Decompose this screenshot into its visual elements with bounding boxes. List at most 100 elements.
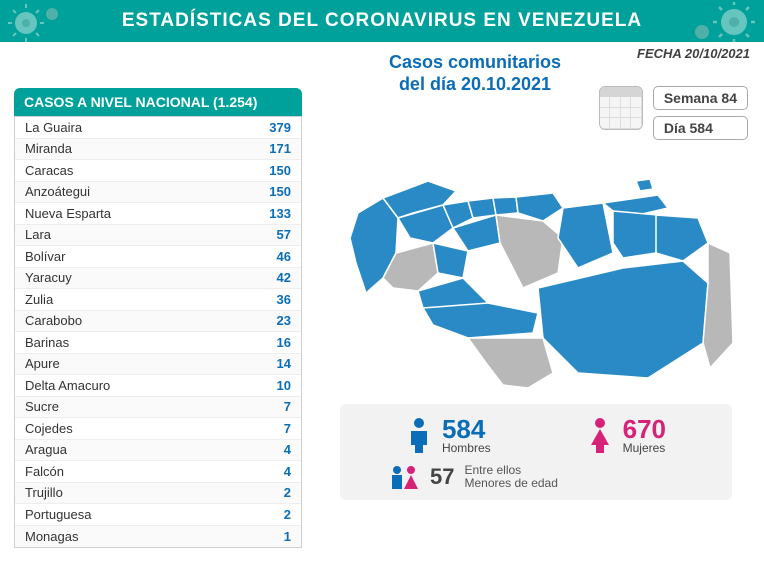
- state-value: 42: [277, 270, 291, 285]
- table-row: Barinas 16: [15, 332, 301, 354]
- hombres-value: 584: [442, 416, 491, 442]
- map-region: [613, 211, 658, 258]
- state-name: Miranda: [25, 141, 72, 156]
- state-name: Nueva Esparta: [25, 206, 111, 221]
- state-value: 4: [284, 464, 291, 479]
- state-name: Lara: [25, 227, 51, 242]
- male-icon: [406, 417, 432, 453]
- state-name: Cojedes: [25, 421, 73, 436]
- subtitle-line1: Casos comunitarios: [330, 52, 620, 74]
- state-name: Caracas: [25, 163, 73, 178]
- state-name: Barinas: [25, 335, 69, 350]
- map-region: [493, 197, 518, 215]
- map-region: [636, 179, 653, 191]
- table-row: La Guaira 379: [15, 117, 301, 139]
- banner-title: ESTADÍSTICAS DEL CORONAVIRUS EN VENEZUEL…: [122, 10, 642, 32]
- virus-icon-right: [686, 2, 756, 42]
- date-label: FECHA 20/10/2021: [637, 46, 750, 61]
- state-value: 150: [269, 184, 291, 199]
- table-row: Anzoátegui 150: [15, 182, 301, 204]
- state-value: 2: [284, 507, 291, 522]
- state-value: 171: [269, 141, 291, 156]
- table-row: Falcón 4: [15, 461, 301, 483]
- state-name: Falcón: [25, 464, 64, 479]
- state-name: Portuguesa: [25, 507, 92, 522]
- table-row: Carabobo 23: [15, 311, 301, 333]
- right-column: Semana 84 Día 584 584 Hombres 670 Mujere…: [326, 86, 750, 500]
- semana-pill: Semana 84: [653, 86, 748, 110]
- table-row: Sucre7: [15, 397, 301, 419]
- state-value: 379: [269, 120, 291, 135]
- female-icon: [587, 417, 613, 453]
- map-region: [433, 243, 468, 278]
- state-name: Zulia: [25, 292, 53, 307]
- map-region: [468, 198, 496, 218]
- state-value: 36: [277, 292, 291, 307]
- map-region: [516, 193, 563, 221]
- table-body: La Guaira379Miranda171Caracas150Anzoáteg…: [14, 116, 302, 548]
- hombres-stat: 584 Hombres: [406, 416, 491, 454]
- table-header: CASOS A NIVEL NACIONAL (1.254): [14, 88, 302, 116]
- map-region: [468, 338, 553, 388]
- header-banner: ESTADÍSTICAS DEL CORONAVIRUS EN VENEZUEL…: [0, 0, 764, 42]
- state-value: 133: [269, 206, 291, 221]
- map-region: [496, 215, 563, 288]
- mujeres-value: 670: [623, 416, 666, 442]
- hombres-label: Hombres: [442, 442, 491, 454]
- table-row: Lara 57: [15, 225, 301, 247]
- table-row: Monagas 1: [15, 526, 301, 548]
- state-value: 150: [269, 163, 291, 178]
- map-region: [423, 303, 538, 338]
- state-name: Carabobo: [25, 313, 82, 328]
- map-region: [558, 203, 613, 268]
- state-name: Yaracuy: [25, 270, 72, 285]
- state-name: Anzoátegui: [25, 184, 90, 199]
- table-row: Portuguesa 2: [15, 504, 301, 526]
- table-row: Miranda 171: [15, 139, 301, 161]
- gender-box: 584 Hombres 670 Mujeres 57 Entre ellos M…: [340, 404, 732, 500]
- state-value: 4: [284, 442, 291, 457]
- state-value: 46: [277, 249, 291, 264]
- calendar-icon: [599, 86, 643, 130]
- table-row: Caracas 150: [15, 160, 301, 182]
- cases-table: CASOS A NIVEL NACIONAL (1.254) La Guaira…: [14, 88, 302, 548]
- state-name: Monagas: [25, 529, 78, 544]
- state-value: 16: [277, 335, 291, 350]
- table-row: Aragua 4: [15, 440, 301, 462]
- state-name: Trujillo: [25, 485, 63, 500]
- info-pills: Semana 84 Día 584: [599, 86, 748, 140]
- state-value: 57: [277, 227, 291, 242]
- mujeres-stat: 670 Mujeres: [587, 416, 666, 454]
- table-row: Trujillo 2: [15, 483, 301, 505]
- table-row: Yaracuy 42: [15, 268, 301, 290]
- minors-line2: Menores de edad: [464, 477, 557, 490]
- state-value: 2: [284, 485, 291, 500]
- map-region: [538, 261, 708, 378]
- state-value: 7: [284, 421, 291, 436]
- table-row: Zulia 36: [15, 289, 301, 311]
- minors-value: 57: [430, 464, 454, 490]
- table-row: Cojedes 7: [15, 418, 301, 440]
- state-value: 7: [284, 399, 291, 414]
- state-value: 14: [277, 356, 291, 371]
- state-value: 1: [284, 529, 291, 544]
- table-row: Apure 14: [15, 354, 301, 376]
- dia-pill: Día 584: [653, 116, 748, 140]
- state-name: La Guaira: [25, 120, 82, 135]
- mujeres-label: Mujeres: [623, 442, 666, 454]
- table-row: Bolívar 46: [15, 246, 301, 268]
- table-row: Nueva Esparta 133: [15, 203, 301, 225]
- table-row: Delta Amacuro 10: [15, 375, 301, 397]
- state-value: 10: [277, 378, 291, 393]
- map-region: [703, 243, 733, 368]
- state-value: 23: [277, 313, 291, 328]
- state-name: Apure: [25, 356, 60, 371]
- state-name: Bolívar: [25, 249, 65, 264]
- minors-icon: [388, 465, 420, 489]
- map-region: [656, 215, 708, 261]
- state-name: Aragua: [25, 442, 67, 457]
- venezuela-map: [326, 142, 750, 394]
- minors-stat: 57 Entre ellos Menores de edad: [358, 464, 714, 490]
- virus-icon-left: [8, 4, 68, 42]
- state-name: Delta Amacuro: [25, 378, 110, 393]
